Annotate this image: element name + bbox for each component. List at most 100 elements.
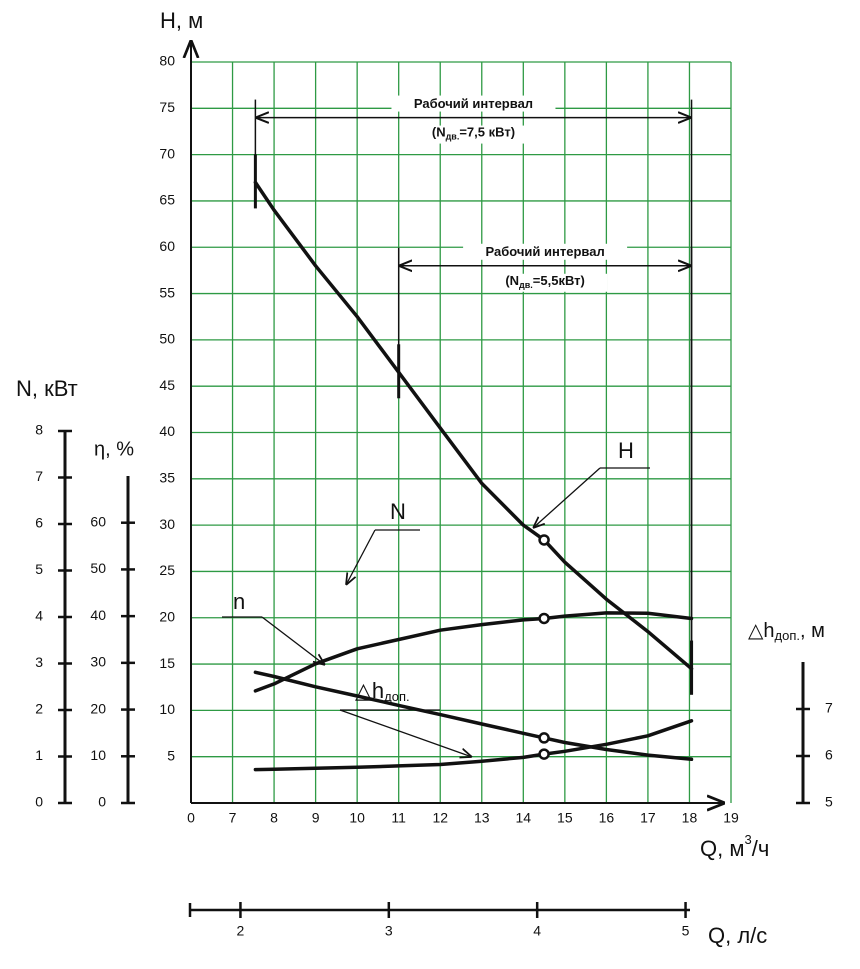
curve-marker (538, 748, 550, 760)
curve-label: N (390, 499, 406, 524)
y-tick-label: 70 (159, 145, 175, 161)
y-tick-label: 60 (90, 513, 106, 529)
y-axis-title: N, кВт (16, 376, 78, 401)
y-tick-label: 75 (159, 99, 175, 115)
text-part: n (233, 589, 245, 614)
y-tick-label: 0 (35, 794, 43, 810)
y-tick-label: 25 (159, 562, 175, 578)
text-part: △h (355, 678, 384, 703)
x2-tick-label: 4 (533, 923, 541, 939)
leader (346, 529, 376, 585)
x2-tick-label: 2 (237, 923, 245, 939)
text-part: , м (800, 620, 825, 642)
y-tick-label: 45 (159, 377, 175, 393)
text-part: 3 (744, 832, 751, 847)
curve-label: n (233, 589, 245, 614)
text-part: =7,5 кВт) (459, 125, 515, 140)
y-tick-label: 65 (159, 192, 175, 208)
text-part: дв. (519, 280, 533, 290)
y-tick-label: 7 (35, 468, 43, 484)
y-tick-label: 50 (159, 331, 175, 347)
curve (253, 611, 694, 693)
x2-axis-title: Q, л/с (708, 923, 767, 948)
x-tick-label: 8 (270, 810, 278, 826)
interval-label: Рабочий интервал (414, 96, 533, 111)
leader (339, 709, 472, 757)
curve (253, 719, 694, 772)
x-tick-label: 19 (723, 810, 739, 826)
x2-tick-label: 5 (682, 923, 690, 939)
curve (253, 180, 694, 671)
x-tick-label: 16 (599, 810, 615, 826)
y-tick-label: 10 (159, 701, 175, 717)
text-part: доп. (775, 628, 800, 643)
interval-label: Рабочий интервал (486, 244, 605, 259)
y-tick-label: 3 (35, 654, 43, 670)
y-tick-label: 50 (90, 560, 106, 576)
text-part: (N (505, 273, 519, 288)
y-tick-label: 1 (35, 747, 43, 763)
y-axis-title: H, м (160, 8, 203, 33)
y-tick-label: 10 (90, 747, 106, 763)
y-axis-title: △hдоп., м (748, 620, 825, 643)
y-tick-label: 7 (825, 700, 833, 716)
y-tick-label: 6 (35, 515, 43, 531)
y-tick-label: 20 (159, 608, 175, 624)
text-part: △h (748, 620, 775, 642)
x-tick-label: 9 (312, 810, 320, 826)
text-part: =5,5кВт) (533, 273, 585, 288)
x2-tick-label: 3 (385, 923, 393, 939)
curve-marker (538, 612, 550, 625)
leader (261, 616, 325, 665)
curve (253, 670, 694, 762)
interval-note: (Nдв.=5,5кВт) (505, 273, 585, 290)
curve-label: H (618, 438, 634, 463)
text-part: доп. (384, 689, 409, 704)
y-tick-label: 5 (167, 747, 175, 763)
label-bg (391, 95, 556, 112)
text-part: Q, м (700, 836, 744, 861)
label-bg (411, 125, 536, 144)
text-part: N (390, 499, 406, 524)
y-axis-title: η, % (94, 438, 134, 460)
x-tick-label: 14 (516, 810, 532, 826)
label-bg (483, 273, 608, 292)
y-tick-label: 15 (159, 655, 175, 671)
x-tick-label: 18 (682, 810, 698, 826)
x-tick-label: 13 (474, 810, 490, 826)
y-tick-label: 8 (35, 422, 43, 438)
y-tick-label: 40 (159, 423, 175, 439)
y-tick-label: 40 (90, 607, 106, 623)
x-tick-label: 17 (640, 810, 656, 826)
text-part: /ч (752, 836, 770, 861)
y-tick-label: 20 (90, 700, 106, 716)
x-tick-label: 15 (557, 810, 573, 826)
x-axis-title: Q, м3/ч (700, 832, 769, 860)
label-bg (463, 243, 628, 260)
text-part: дв. (446, 132, 460, 142)
y-tick-label: 5 (35, 561, 43, 577)
y-tick-label: 35 (159, 470, 175, 486)
y-tick-label: 2 (35, 701, 43, 717)
leader (533, 467, 601, 528)
y-tick-label: 30 (159, 516, 175, 532)
interval-note: (Nдв.=7,5 кВт) (432, 125, 515, 142)
x-tick-label: 0 (187, 810, 195, 826)
y-tick-label: 60 (159, 238, 175, 254)
y-tick-label: 0 (98, 794, 106, 810)
curve-label: △hдоп. (355, 678, 410, 705)
text-part: H (618, 438, 634, 463)
text-part: (N (432, 125, 446, 140)
curve-marker (538, 534, 550, 546)
x-tick-label: 10 (349, 810, 365, 826)
x-tick-label: 7 (229, 810, 237, 826)
y-tick-label: 6 (825, 747, 833, 763)
y-tick-label: 55 (159, 284, 175, 300)
x-tick-label: 12 (432, 810, 448, 826)
curve-marker (538, 732, 550, 744)
y-tick-label: 30 (90, 654, 106, 670)
y-tick-label: 4 (35, 608, 43, 624)
x-tick-label: 11 (391, 810, 406, 826)
y-tick-label: 80 (159, 53, 175, 69)
